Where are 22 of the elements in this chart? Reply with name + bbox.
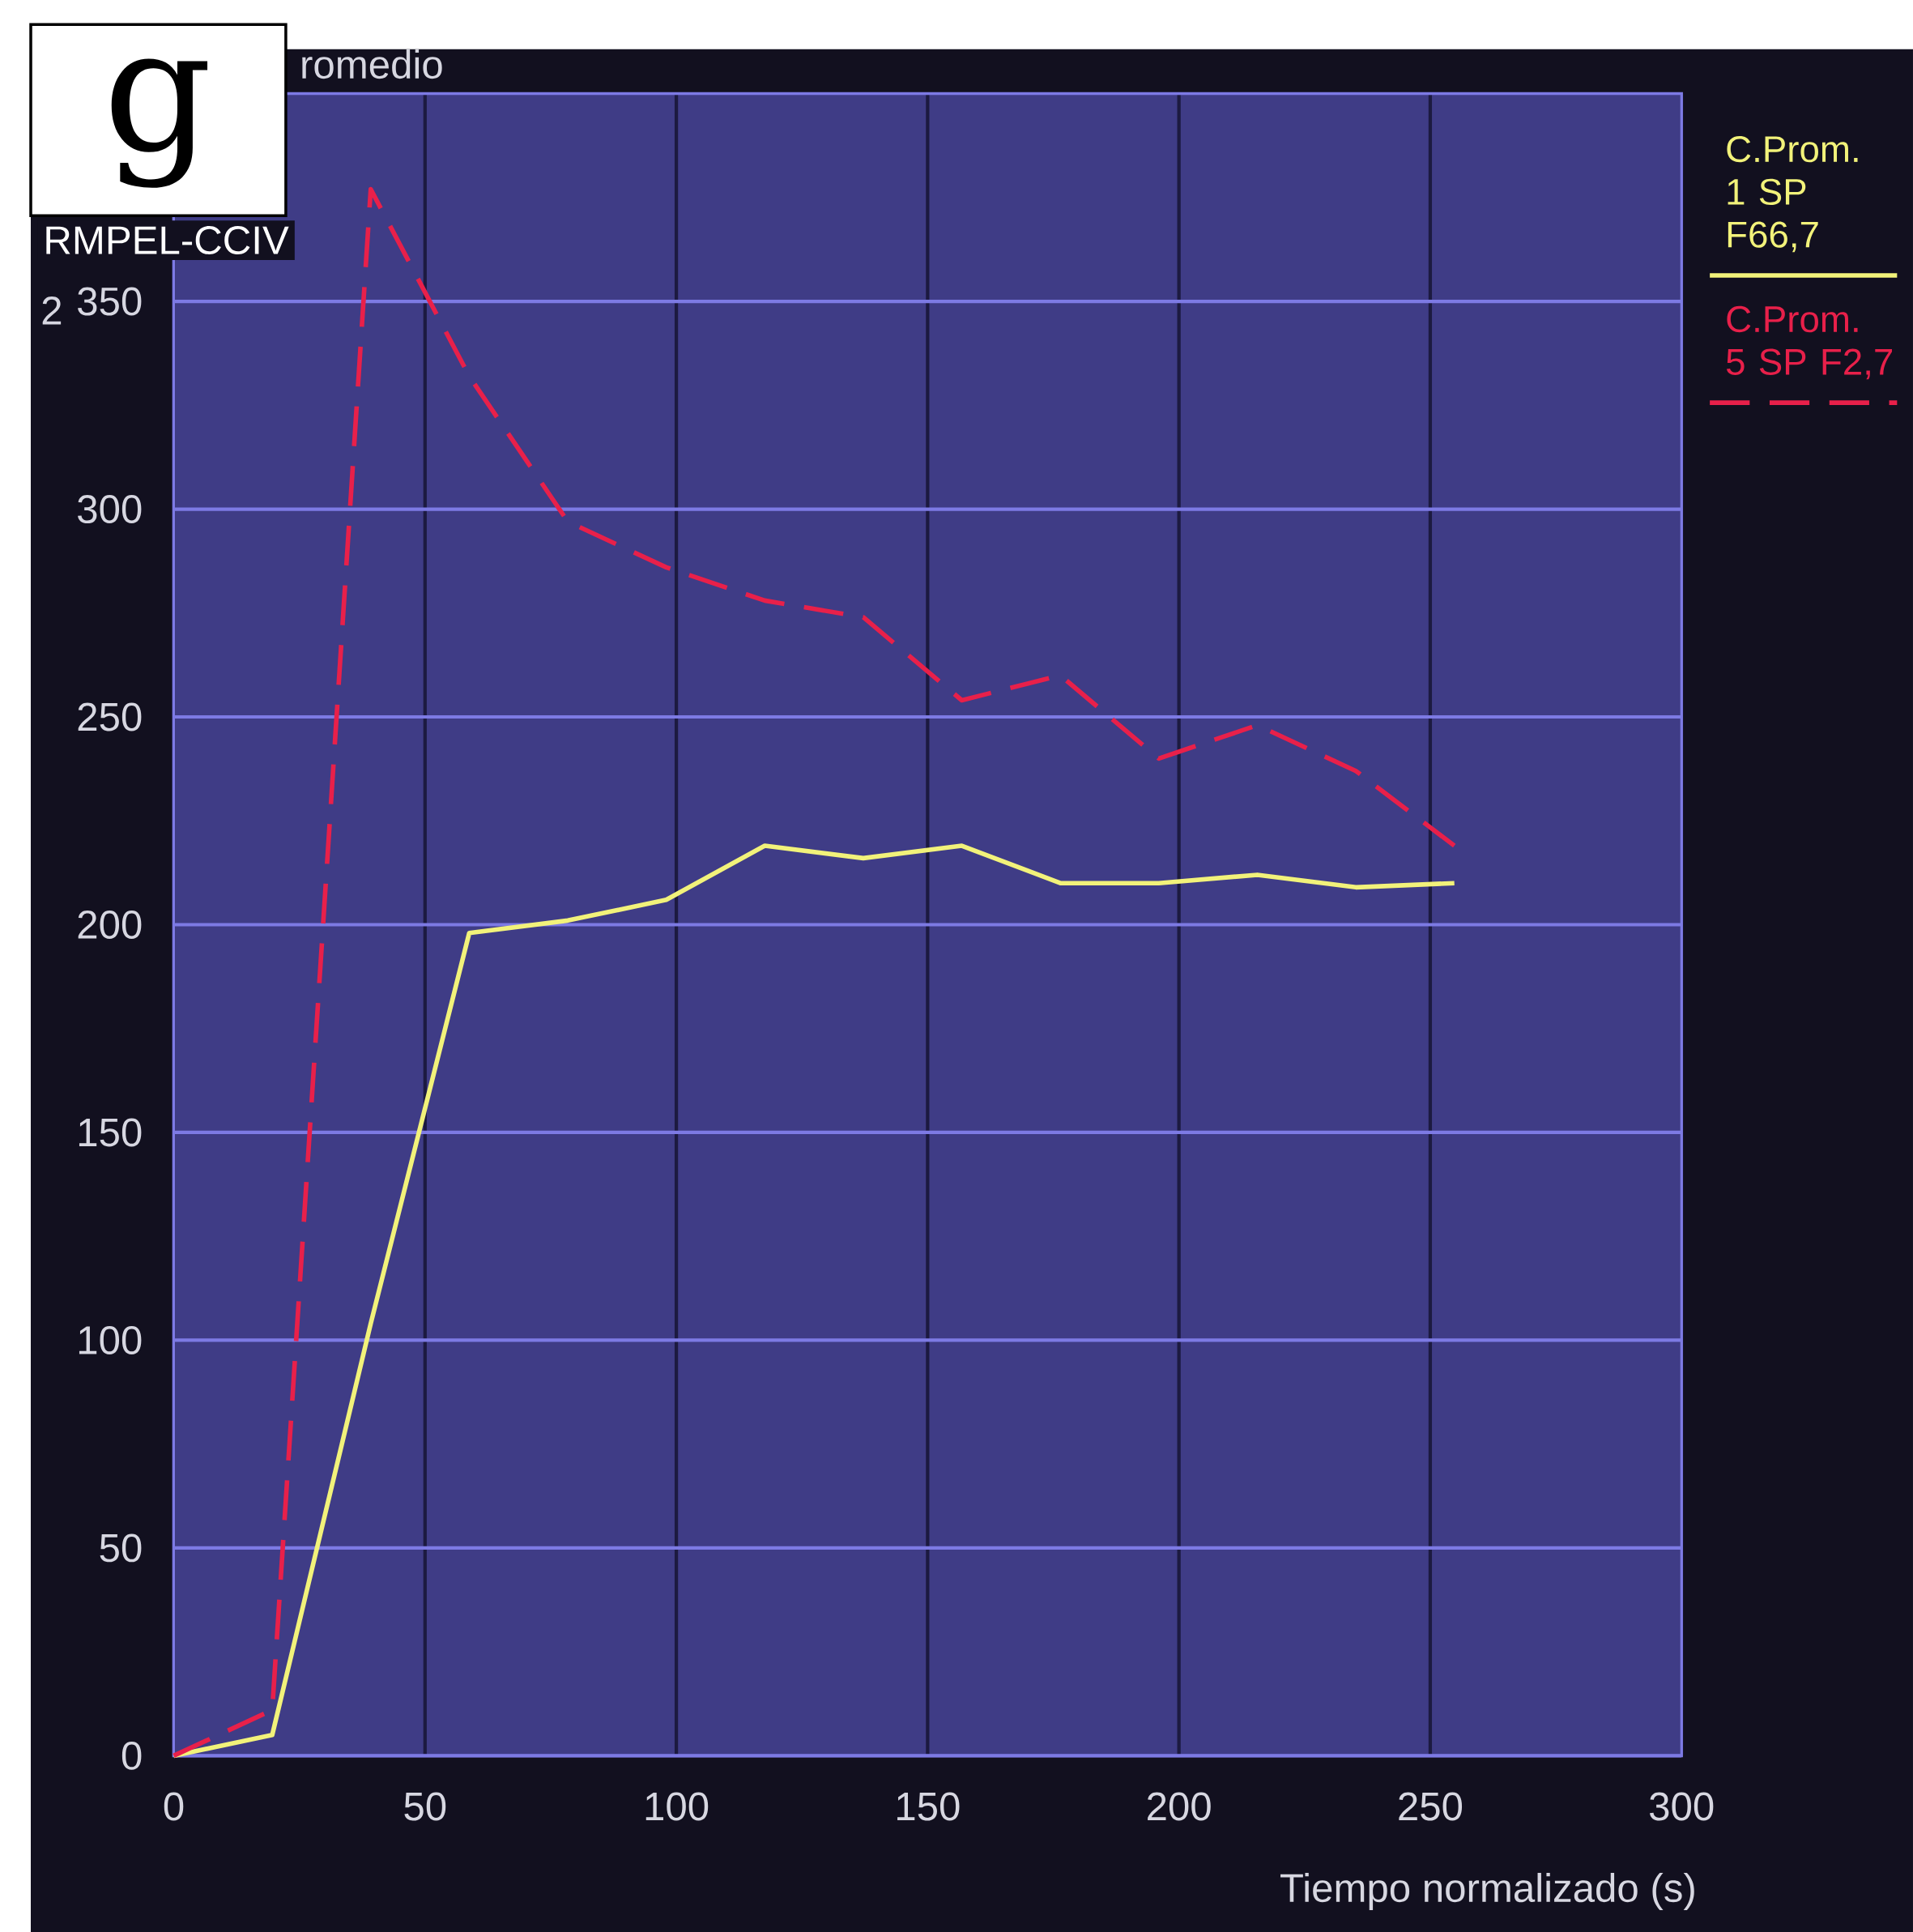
y-tick-label: 200 xyxy=(78,911,142,939)
y-tick-label: 150 xyxy=(79,1118,142,1147)
x-tick-label: 200 xyxy=(1148,1792,1211,1821)
x-axis-title: Tiempo normalizado (s) xyxy=(1280,1873,1694,1910)
x-tick-label: 0 xyxy=(164,1792,184,1821)
x-tick-label: 100 xyxy=(645,1792,709,1821)
y-tick-label: 0 xyxy=(121,1741,142,1770)
y-axis-title: RMPEL-CCIV xyxy=(46,226,289,255)
text: 2 xyxy=(42,296,62,325)
text: C.Prom. 5 SP F2,7 xyxy=(1726,305,1893,380)
x-tick-label: 150 xyxy=(897,1792,960,1821)
y-tick-label: 300 xyxy=(78,495,142,523)
y-tick-label: 50 xyxy=(100,1533,142,1563)
text: C.Prom. 1 SP F66,7 xyxy=(1727,135,1858,253)
x-tick-label: 300 xyxy=(1650,1792,1714,1821)
chart-title: romedio xyxy=(302,49,442,79)
y-tick-label: 250 xyxy=(78,702,142,731)
y-tick-label: 100 xyxy=(79,1325,142,1354)
x-tick-label: 50 xyxy=(404,1792,446,1821)
y-tick-label: 350 xyxy=(78,287,142,316)
x-tick-label: 250 xyxy=(1399,1792,1463,1821)
annotation: g xyxy=(111,58,208,188)
